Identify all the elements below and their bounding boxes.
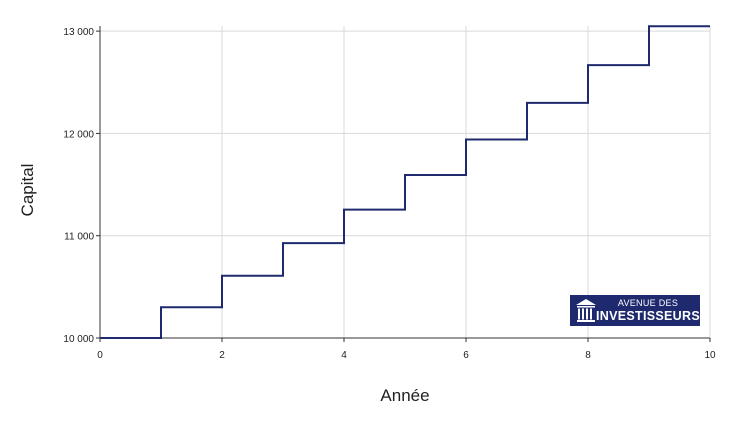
x-tick-label: 4	[341, 350, 347, 361]
y-tick-label: 11 000	[64, 232, 94, 243]
x-tick-label: 0	[97, 350, 103, 361]
logo-text-line1: AVENUE DES	[618, 298, 678, 308]
x-tick-label: 8	[585, 350, 591, 361]
y-tick-label: 12 000	[63, 129, 94, 140]
tick-labels: 0 2 4 6 8 10 10 000 11 000 12 000 13 000	[63, 27, 716, 361]
y-axis-title: Capital	[18, 164, 37, 217]
logo-text-line2: INVESTISSEURS	[596, 309, 700, 323]
x-tick-label: 2	[219, 350, 225, 361]
x-tick-label: 10	[704, 350, 716, 361]
series	[100, 25, 710, 339]
x-axis-title: Année	[380, 386, 429, 405]
watermark-logo: AVENUE DES INVESTISSEURS	[570, 295, 700, 326]
x-tick-label: 6	[463, 350, 469, 361]
series-step-line	[100, 25, 710, 339]
bank-building-icon	[576, 299, 596, 322]
axes	[99, 26, 710, 339]
y-tick-label: 10 000	[63, 334, 94, 345]
y-tick-label: 13 000	[63, 27, 94, 38]
